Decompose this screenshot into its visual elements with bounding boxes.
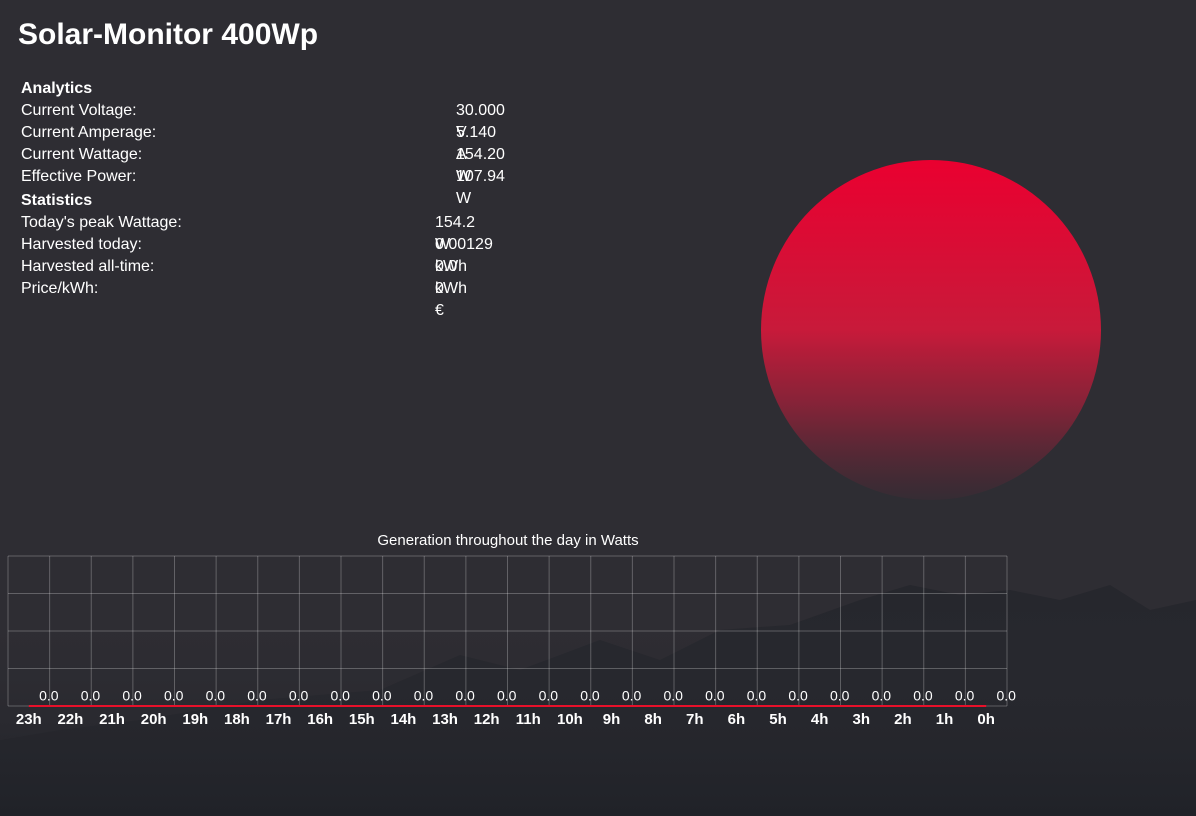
value-label: 0.0 — [289, 688, 309, 704]
metric-label: Current Voltage: — [21, 102, 137, 119]
value-label: 0.0 — [872, 688, 892, 704]
x-tick-label: 1h — [936, 711, 954, 728]
metric-value: 0 € — [435, 280, 444, 319]
analytics: Analytics Current Voltage: 30.000 V Curren… — [21, 78, 505, 207]
value-label: 0.0 — [539, 688, 559, 704]
metric-label: Current Amperage: — [21, 124, 157, 141]
metric-row: Harvested today: 0.00129 kWh — [21, 234, 493, 275]
page-title: Solar-Monitor 400Wp — [18, 18, 319, 51]
section-heading: Statistics — [21, 192, 93, 209]
metric-label: Current Wattage: — [21, 146, 143, 163]
x-tick-label: 3h — [853, 711, 871, 728]
metric-label: Today's peak Wattage: — [21, 214, 182, 231]
value-label: 0.0 — [330, 688, 350, 704]
metric-row: Harvested all-time: 0.0 kWh — [21, 256, 467, 297]
metric-value: 0.00129 kWh — [435, 236, 493, 275]
chart-title: Generation throughout the day in Watts — [377, 532, 638, 549]
value-label: 0.0 — [913, 688, 933, 704]
metric-value: 5.140 A — [456, 124, 497, 163]
metric-label: Harvested all-time: — [21, 258, 155, 275]
value-label: 0.0 — [747, 688, 767, 704]
value-label: 0.0 — [497, 688, 517, 704]
x-tick-label: 4h — [811, 711, 829, 728]
metric-row: Price/kWh: 0 € — [21, 278, 444, 319]
x-tick-label: 16h — [307, 711, 333, 728]
value-label: 0.0 — [705, 688, 725, 704]
x-tick-label: 11h — [516, 711, 541, 728]
x-tick-label: 20h — [141, 711, 167, 728]
x-tick-label: 5h — [769, 711, 787, 728]
value-label: 0.0 — [996, 688, 1016, 704]
value-label: 0.0 — [164, 688, 184, 704]
value-label: 0.0 — [580, 688, 600, 704]
metric-label: Harvested today: — [21, 236, 142, 253]
value-label: 0.0 — [81, 688, 101, 704]
metric-row: Current Amperage: 5.140 A — [21, 122, 496, 163]
metric-label: Price/kWh: — [21, 280, 99, 297]
value-label: 0.0 — [663, 688, 683, 704]
value-label: 0.0 — [39, 688, 59, 704]
metric-label: Effective Power: — [21, 168, 137, 185]
value-label: 0.0 — [830, 688, 850, 704]
value-label: 0.0 — [955, 688, 975, 704]
x-tick-label: 2h — [894, 711, 912, 728]
x-tick-label: 22h — [58, 711, 84, 728]
x-tick-label: 6h — [728, 711, 746, 728]
metric-value: 0.0 kWh — [435, 258, 467, 297]
metric-value: 107.94 W — [456, 168, 505, 207]
x-tick-label: 19h — [182, 711, 208, 728]
x-tick-label: 10h — [557, 711, 583, 728]
shade — [0, 600, 1196, 816]
x-tick-label: 21h — [99, 711, 125, 728]
x-tick-label: 23h — [16, 711, 42, 728]
x-tick-label: 15h — [349, 711, 375, 728]
value-label: 0.0 — [247, 688, 267, 704]
value-label: 0.0 — [788, 688, 808, 704]
x-tick-label: 13h — [432, 711, 458, 728]
x-tick-label: 14h — [391, 711, 417, 728]
metric-value: 154.2 W — [435, 214, 476, 253]
metric-row: Current Wattage: 154.20 W — [21, 144, 505, 185]
metric-row: Today's peak Wattage: 154.2 W — [21, 212, 475, 253]
metric-value: 154.20 W — [456, 146, 505, 185]
sun — [761, 160, 1101, 500]
value-label: 0.0 — [206, 688, 226, 704]
value-label: 0.0 — [622, 688, 642, 704]
section-heading: Analytics — [21, 80, 93, 97]
x-tick-label: 12h — [474, 711, 500, 728]
metric-row: Effective Power: 107.94 W — [21, 166, 505, 207]
value-label: 0.0 — [455, 688, 475, 704]
x-tick-label: 0h — [977, 711, 995, 728]
value-label: 0.0 — [122, 688, 142, 704]
x-tick-label: 8h — [644, 711, 662, 728]
value-label: 0.0 — [414, 688, 434, 704]
metric-row: Current Voltage: 30.000 V — [21, 100, 505, 141]
metric-value: 30.000 V — [456, 102, 505, 141]
value-label: 0.0 — [372, 688, 392, 704]
x-tick-label: 7h — [686, 711, 704, 728]
x-tick-label: 18h — [224, 711, 250, 728]
x-tick-label: 9h — [603, 711, 621, 728]
x-tick-label: 17h — [266, 711, 292, 728]
